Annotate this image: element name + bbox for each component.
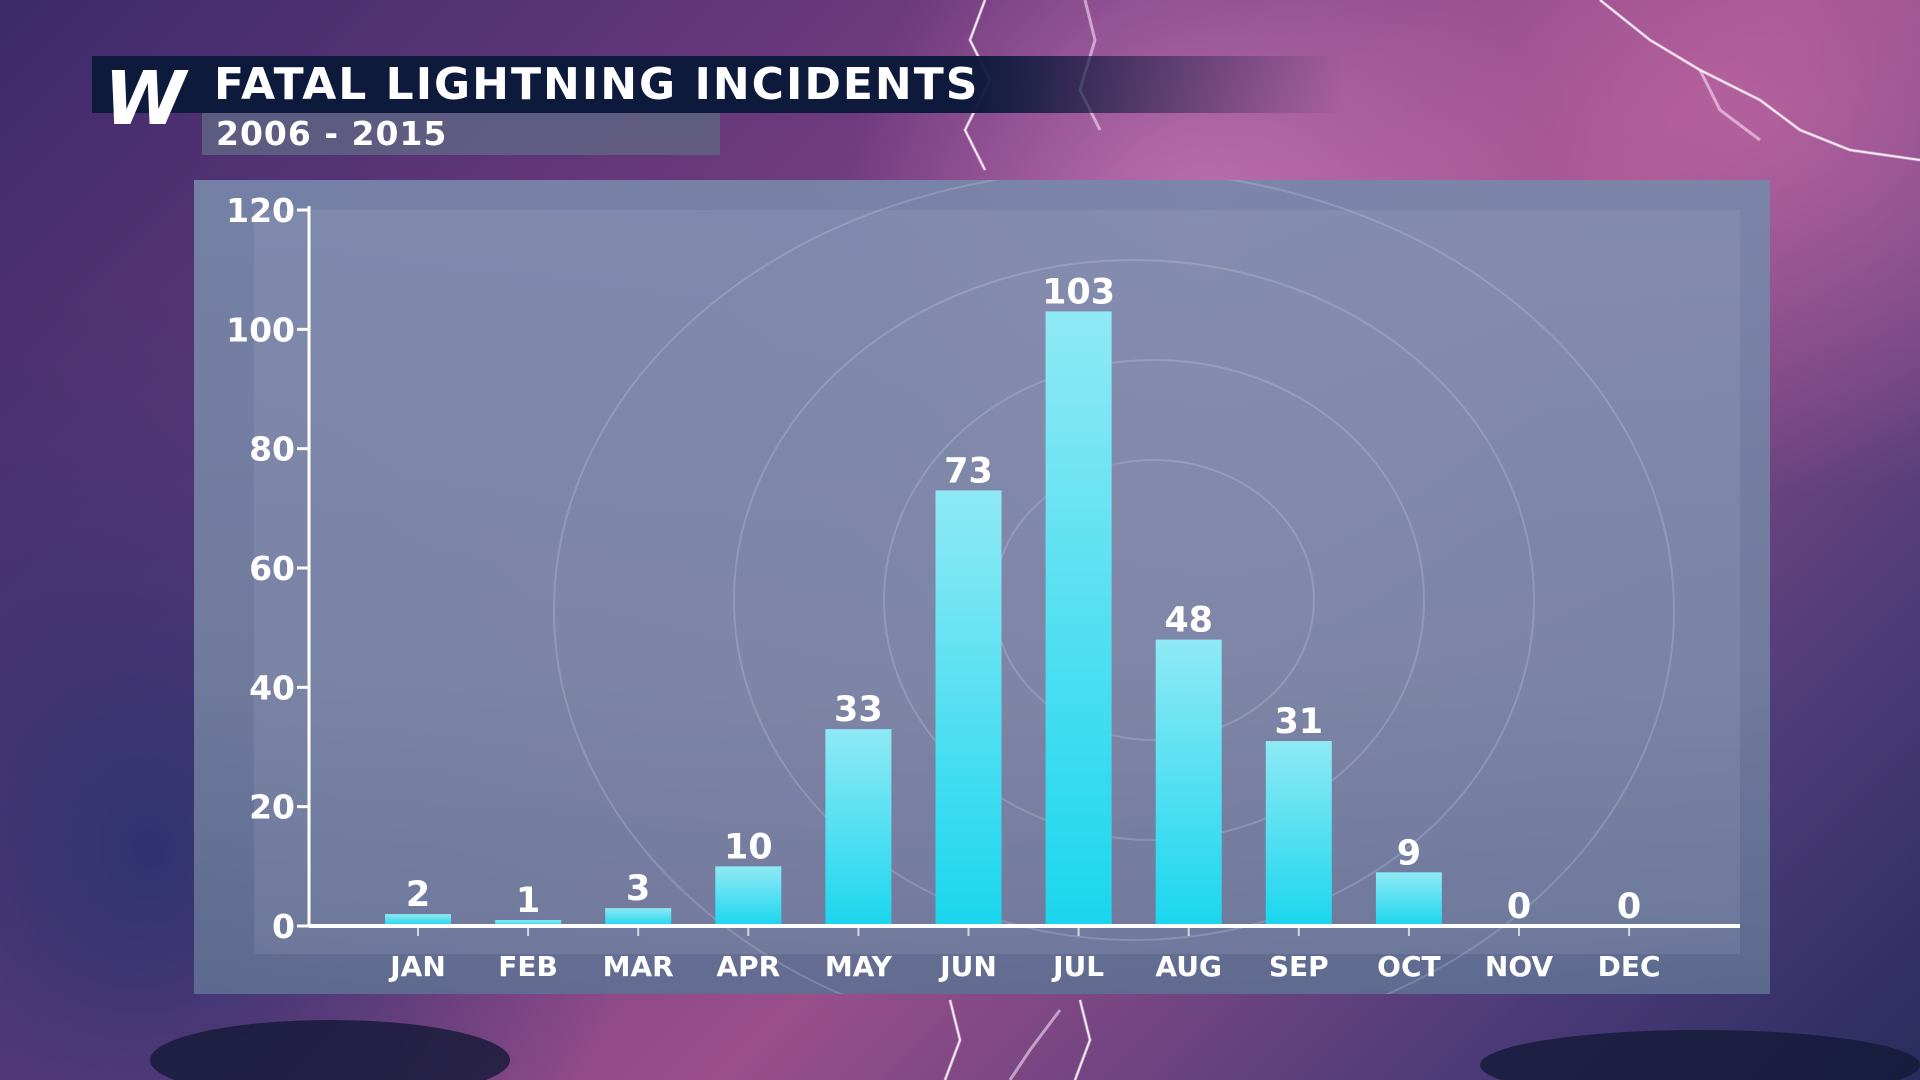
title-banner bbox=[92, 56, 1342, 113]
x-tick-label: MAY bbox=[825, 950, 893, 983]
bar bbox=[1265, 741, 1332, 926]
panel-contours bbox=[553, 180, 1675, 994]
bar bbox=[715, 866, 782, 926]
bar-value-label: 103 bbox=[1042, 272, 1115, 312]
bar-value-label: 9 bbox=[1397, 833, 1421, 873]
x-tick-label: NOV bbox=[1485, 950, 1553, 983]
bar-value-label: 31 bbox=[1274, 702, 1323, 742]
bars: 2 1 3 10 33 73 103 48 31 9 0 0 bbox=[385, 272, 1641, 927]
chart-title: FATAL LIGHTNING INCIDENTS bbox=[214, 59, 980, 110]
x-tick-label: APR bbox=[716, 950, 780, 983]
bar-value-label: 1 bbox=[516, 881, 540, 921]
y-tick-label: 60 bbox=[249, 549, 295, 588]
x-tick-label: MAR bbox=[603, 950, 674, 983]
bar bbox=[385, 914, 451, 926]
bar-value-label: 10 bbox=[724, 827, 773, 867]
bar-value-label: 0 bbox=[1617, 887, 1641, 927]
x-tick-label: FEB bbox=[498, 950, 558, 983]
x-tick-label: OCT bbox=[1377, 950, 1440, 983]
bar-value-label: 0 bbox=[1507, 887, 1531, 927]
y-axis: 0 20 40 60 80 100 120 bbox=[226, 191, 311, 946]
x-tick-label: AUG bbox=[1155, 950, 1222, 983]
y-tick-label: 40 bbox=[249, 668, 295, 707]
bar bbox=[1375, 872, 1442, 926]
chart-subtitle: 2006 - 2015 bbox=[216, 114, 448, 153]
y-tick-label: 100 bbox=[226, 310, 295, 349]
y-tick-label: 120 bbox=[226, 191, 295, 230]
logo-letter: W bbox=[104, 58, 189, 136]
x-tick-label: SEP bbox=[1269, 950, 1329, 983]
x-tick-label: JAN bbox=[388, 950, 446, 983]
bar-value-label: 48 bbox=[1164, 601, 1213, 641]
bar bbox=[495, 920, 562, 926]
x-tick-label: JUL bbox=[1051, 950, 1104, 983]
x-tick-label: JUN bbox=[938, 950, 997, 983]
bar-value-label: 3 bbox=[626, 869, 650, 909]
bar bbox=[1155, 639, 1222, 926]
bar bbox=[825, 729, 892, 926]
bar bbox=[605, 908, 672, 926]
chart-panel: 0 20 40 60 80 100 120 2 1 3 10 33 73 103 48 31 9 0 0 JAN F… bbox=[194, 180, 1770, 994]
bar-chart: 0 20 40 60 80 100 120 2 1 3 10 33 73 103 48 31 9 0 0 JAN F… bbox=[226, 191, 1740, 983]
bar bbox=[935, 490, 1002, 926]
x-axis: JAN FEB MAR APR MAY JUN JUL AUG SEP OCT NOV DEC bbox=[309, 924, 1740, 983]
y-tick-label: 80 bbox=[249, 430, 295, 469]
bar bbox=[1045, 311, 1112, 926]
bar-value-label: 73 bbox=[944, 451, 993, 491]
w-logo: W bbox=[104, 58, 189, 136]
subtitle-box bbox=[202, 113, 720, 155]
y-tick-label: 0 bbox=[272, 907, 295, 946]
x-tick-label: DEC bbox=[1598, 950, 1661, 983]
bar-value-label: 2 bbox=[406, 875, 430, 915]
y-tick-label: 20 bbox=[249, 788, 295, 827]
bar-value-label: 33 bbox=[834, 690, 883, 730]
